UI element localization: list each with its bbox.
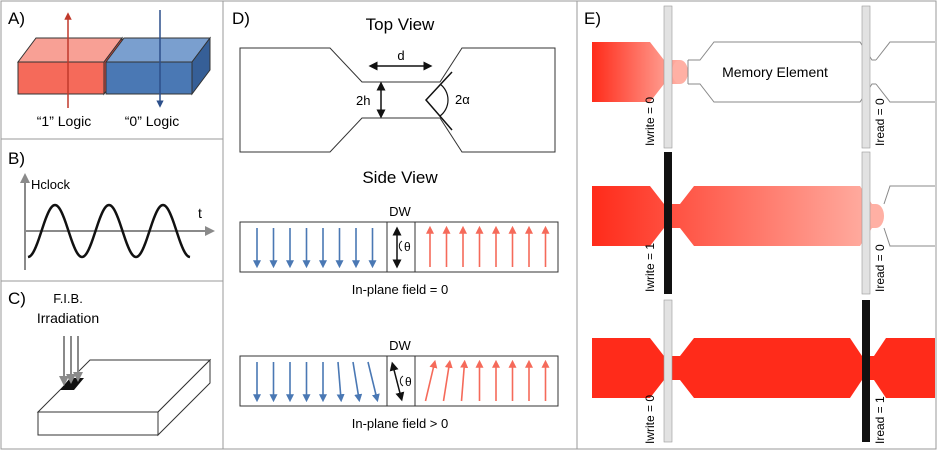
write-domain-partial (592, 42, 680, 102)
panel-d-label: D) (232, 9, 250, 28)
panel-e: E) Memory Element Iwrite = 0 Iread = 0 I… (584, 5, 935, 444)
read-line-1 (861, 5, 871, 149)
written-domain (592, 186, 876, 246)
spin-down-arrow (336, 361, 345, 403)
side-view-box-2 (239, 355, 559, 407)
domain-wall-label-2: DW (389, 338, 411, 353)
read-line-3 (862, 300, 870, 442)
magnet-down-block (105, 36, 211, 96)
theta-label-2: θ (405, 375, 412, 389)
write-line-2 (664, 152, 672, 294)
read-domain-full (592, 338, 935, 398)
ion-beams (59, 336, 83, 386)
caption-field-positive: In-plane field > 0 (352, 416, 448, 431)
magnet-up-block (17, 36, 123, 96)
notch-angle-arc (439, 83, 449, 117)
fib-label: F.I.B. (53, 291, 83, 306)
memory-row-2: Iwrite = 1 Iread = 0 (592, 151, 935, 295)
notch-angle-label: 2α (455, 92, 470, 107)
domain-wall-label-1: DW (389, 204, 411, 219)
notch-height-label: 2h (356, 93, 370, 108)
caption-field-zero: In-plane field = 0 (352, 282, 448, 297)
top-view-title: Top View (366, 15, 435, 34)
spin-arrows-row-2 (253, 359, 550, 403)
hclock-label: Hclock (31, 177, 71, 192)
memory-row-3: Iwrite = 0 Iread = 1 (592, 299, 935, 444)
spin-up-arrow (424, 359, 438, 402)
irradiation-label: Irradiation (37, 310, 99, 326)
spin-down-arrow (367, 361, 380, 403)
logic-zero-label: “0” Logic (125, 113, 179, 129)
read-label-1: Iread = 0 (873, 98, 887, 146)
panel-d: D) Top View d 2h 2α Side View DW θ In-pl… (232, 9, 559, 431)
panel-b-label: B) (8, 149, 25, 168)
memory-row-1: Memory Element Iwrite = 0 Iread = 0 (592, 5, 935, 149)
notched-wire-outline (239, 47, 556, 153)
panel-a-label: A) (8, 9, 25, 28)
dw-moment-arrow-2 (389, 361, 405, 402)
panel-c-label: C) (8, 289, 26, 308)
panel-a: A) “1” Logic “0” Logic (8, 9, 211, 129)
spin-down-arrow (352, 361, 363, 403)
time-label: t (198, 205, 202, 221)
panel-b: B) Hclock t (8, 149, 215, 270)
panel-c: C) F.I.B. Irradiation (8, 289, 212, 437)
read-label-2: Iread = 0 (873, 244, 887, 292)
notch-width-label: d (397, 48, 404, 63)
write-label-1: Iwrite = 0 (643, 97, 657, 146)
spin-up-arrow (460, 359, 469, 402)
memory-element-label: Memory Element (722, 64, 828, 80)
write-label-3: Iwrite = 0 (643, 395, 657, 444)
read-label-3: Iread = 1 (873, 396, 887, 444)
write-line-1 (663, 5, 673, 149)
logic-one-label: “1” Logic (37, 113, 91, 129)
spin-arrows-row-1 (253, 225, 550, 269)
side-view-title: Side View (362, 168, 438, 187)
panel-e-label: E) (584, 9, 601, 28)
theta-label-1: θ (404, 240, 411, 254)
write-label-2: Iwrite = 1 (643, 243, 657, 292)
spin-up-arrow (442, 359, 453, 402)
read-line-2 (861, 151, 871, 295)
clock-sine-wave (27, 203, 191, 259)
write-line-3 (663, 299, 673, 443)
notch-angle-lines (424, 71, 453, 131)
